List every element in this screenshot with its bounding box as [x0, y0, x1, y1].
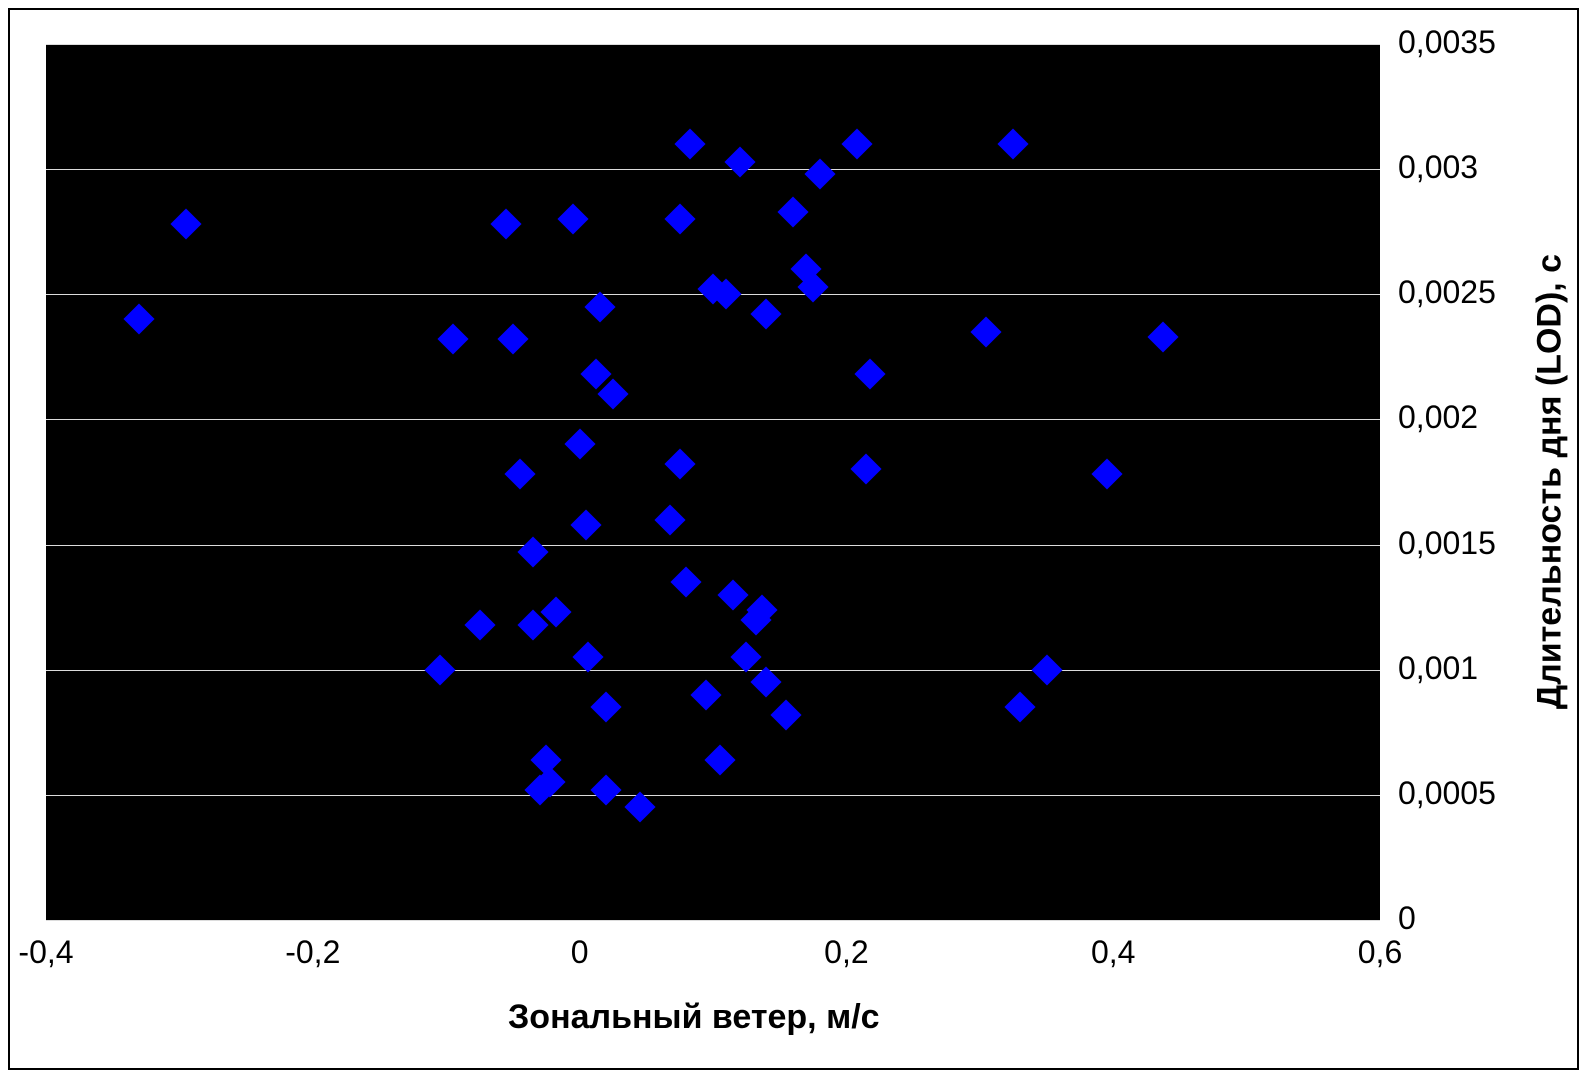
data-point [571, 509, 602, 540]
y-tick-label: 0,0005 [1398, 775, 1496, 812]
data-point [1091, 459, 1122, 490]
y-tick-label: 0 [1398, 900, 1416, 937]
data-point [777, 196, 808, 227]
x-tick-label: -0,2 [285, 934, 340, 971]
data-point [591, 692, 622, 723]
data-point [851, 454, 882, 485]
gridline-h [46, 44, 1380, 45]
chart-frame: 0 0,0005 0,001 0,0015 0,002 0,0025 0,003 0,0035… [8, 8, 1579, 1070]
x-axis-title: Зональный ветер, м/с [508, 998, 880, 1037]
data-point [437, 324, 468, 355]
data-point [171, 209, 202, 240]
data-point [971, 316, 1002, 347]
data-point [664, 449, 695, 480]
gridline-h [46, 670, 1380, 671]
data-point [584, 291, 615, 322]
gridline-h [46, 419, 1380, 420]
data-point [572, 642, 603, 673]
y-tick-label: 0,0015 [1398, 525, 1496, 562]
y-axis-title: Длительность дня (LOD), с [1531, 232, 1570, 732]
data-point [842, 129, 873, 160]
data-point [1147, 321, 1178, 352]
data-point [731, 642, 762, 673]
data-point [497, 324, 528, 355]
data-point [998, 129, 1029, 160]
y-tick-label: 0,0025 [1398, 274, 1496, 311]
y-tick-label: 0,002 [1398, 399, 1478, 436]
y-tick-label: 0,0035 [1398, 24, 1496, 61]
data-point [557, 204, 588, 235]
x-tick-label: 0,4 [1091, 934, 1135, 971]
gridline-h [46, 920, 1380, 921]
x-tick-label: 0 [571, 934, 589, 971]
data-point [464, 609, 495, 640]
data-point [691, 679, 722, 710]
gridline-h [46, 545, 1380, 546]
data-point [704, 744, 735, 775]
data-point [1031, 654, 1062, 685]
data-point [504, 459, 535, 490]
data-point [751, 667, 782, 698]
x-tick-label: 0,2 [824, 934, 868, 971]
y-tick-label: 0,003 [1398, 149, 1478, 186]
x-tick-label: 0,6 [1358, 934, 1402, 971]
data-point [804, 159, 835, 190]
y-tick-label: 0,001 [1398, 650, 1478, 687]
data-point [717, 579, 748, 610]
data-point [771, 699, 802, 730]
data-point [655, 504, 686, 535]
data-point [424, 654, 455, 685]
data-point [591, 774, 622, 805]
data-point [855, 359, 886, 390]
gridline-h [46, 795, 1380, 796]
data-point [624, 792, 655, 823]
data-point [124, 304, 155, 335]
data-point [564, 429, 595, 460]
data-point [751, 299, 782, 330]
data-point [724, 146, 755, 177]
plot-area [46, 44, 1380, 920]
data-point [517, 537, 548, 568]
data-point [1004, 692, 1035, 723]
data-point [664, 204, 695, 235]
x-tick-label: -0,4 [18, 934, 73, 971]
data-point [671, 567, 702, 598]
data-point [675, 129, 706, 160]
gridline-h [46, 169, 1380, 170]
data-point [491, 209, 522, 240]
